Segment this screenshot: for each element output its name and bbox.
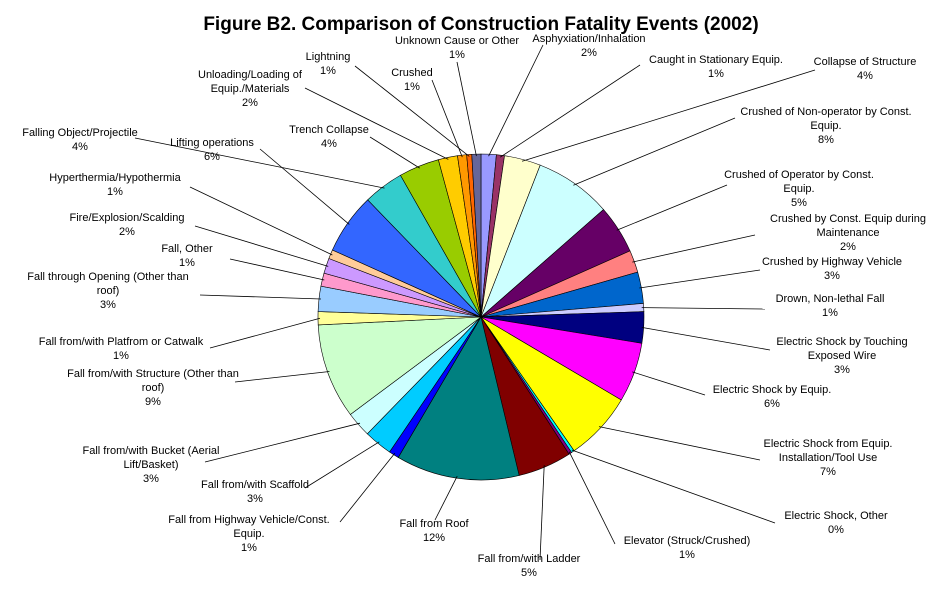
leader-line-fall-from-with-platfrom-or-catwalk: [209, 317, 321, 349]
slice-label-electric-shock-from-equip-installation-tool-use: Electric Shock from Equip. Installation/T…: [764, 438, 893, 478]
slice-label-lightning: Lightning 1%: [306, 51, 351, 77]
slice-label-fall-from-roof: Fall from Roof 12%: [399, 518, 469, 544]
slice-fall-from-roof: [397, 316, 520, 481]
slice-label-fall-from-with-ladder: Fall from/with Ladder 5%: [478, 553, 581, 579]
leader-line-fall-from-highway-vehicle-const-equip: [339, 452, 396, 523]
leader-line-fire-explosion-scalding: [194, 225, 329, 267]
slice-labels: Asphyxiation/Inhalation 2%Caught in Stati…: [22, 33, 926, 579]
slice-label-crushed: Crushed 1%: [391, 67, 433, 93]
slice-label-fall-from-with-scaffold: Fall from/with Scaffold 3%: [201, 479, 309, 505]
leader-line-electric-shock-by-equip: [632, 371, 706, 396]
slice-label-electric-shock-other: Electric Shock, Other 0%: [784, 510, 888, 536]
slice-label-crushed-by-highway-vehicle: Crushed by Highway Vehicle 3%: [762, 256, 902, 282]
pie-slices: [317, 153, 645, 481]
leader-line-caught-in-stationary-equip: [499, 64, 641, 158]
slice-label-fall-other: Fall, Other 1%: [161, 243, 213, 269]
slice-label-crushed-of-operator-by-const-equip: Crushed of Operator by Const. Equip. 5%: [724, 169, 874, 209]
leader-line-fall-from-with-structure-other-than-roof: [234, 371, 330, 383]
slice-label-trench-collapse: Trench Collapse 4%: [289, 124, 369, 150]
leader-line-crushed-by-const-equip-during-maintenance: [632, 234, 756, 263]
leader-line-fall-from-with-bucket-aerial-lift-basket: [204, 422, 361, 463]
chart-title: Figure B2. Comparison of Construction Fa…: [203, 14, 758, 35]
slice-label-fall-from-with-structure-other-than-roof: Fall from/with Structure (Other than roof…: [67, 368, 239, 408]
leader-line-crushed-by-highway-vehicle: [639, 269, 761, 289]
slice-label-fall-from-with-bucket-aerial-lift-basket: Fall from/with Bucket (Aerial Lift/Basket…: [83, 445, 220, 485]
slice-label-caught-in-stationary-equip: Caught in Stationary Equip. 1%: [649, 54, 783, 80]
leader-line-crushed-of-non-operator-by-const-equip: [573, 117, 736, 186]
slice-label-lifting-operations: Lifting operations 6%: [170, 137, 254, 163]
slice-label-fire-explosion-scalding: Fire/Explosion/Scalding 2%: [70, 212, 185, 238]
slice-label-asphyxiation-inhalation: Asphyxiation/Inhalation 2%: [532, 33, 645, 59]
slice-label-crushed-of-non-operator-by-const-equip: Crushed of Non-operator by Const. Equip. 8…: [740, 106, 911, 146]
leader-line-crushed: [431, 79, 463, 158]
slice-label-unknown-cause-or-other: Unknown Cause or Other 1%: [395, 35, 519, 61]
slice-label-hyperthermia-hypothermia: Hyperthermia/Hypothermia 1%: [49, 172, 181, 198]
leader-line-electric-shock-by-touching-exposed-wire: [641, 327, 771, 351]
slice-label-elevator-struck-crushed: Elevator (Struck/Crushed) 1%: [624, 535, 751, 561]
leader-line-lightning: [354, 65, 470, 157]
leader-line-falling-object-projectile: [134, 137, 385, 189]
leader-line-fall-from-with-scaffold: [304, 441, 380, 489]
leader-line-lifting-operations: [259, 148, 350, 225]
leader-line-crushed-of-operator-by-const-equip: [616, 184, 728, 231]
leader-line-fall-from-roof: [434, 476, 458, 521]
leader-line-electric-shock-other: [571, 449, 776, 524]
leader-line-unloading-loading-of-equip-materials: [304, 87, 449, 160]
slice-label-falling-object-projectile: Falling Object/Projectile 4%: [22, 127, 138, 153]
slice-label-drown-non-lethal-fall: Drown, Non-lethal Fall 1%: [776, 293, 885, 319]
slice-label-electric-shock-by-equip: Electric Shock by Equip. 6%: [713, 384, 832, 410]
leader-line-fall-other: [229, 258, 325, 281]
leader-line-elevator-struck-crushed: [568, 451, 616, 545]
leader-line-fall-from-with-ladder: [539, 465, 545, 561]
leader-line-collapse-of-structure: [521, 69, 816, 162]
leader-line-unknown-cause-or-other: [456, 61, 477, 157]
leader-line-fall-through-opening-other-than-roof: [199, 294, 322, 300]
slice-label-crushed-by-const-equip-during-maintenance: Crushed by Const. Equip during Maintenanc…: [770, 213, 926, 253]
leader-line-hyperthermia-hypothermia: [189, 186, 333, 256]
slice-fall-from-with-structure-other-than-roof: [317, 316, 482, 415]
slice-label-fall-through-opening-other-than-roof: Fall through Opening (Other than roof) 3%: [27, 271, 188, 311]
leader-line-asphyxiation-inhalation: [488, 44, 544, 157]
slice-label-fall-from-highway-vehicle-const-equip: Fall from Highway Vehicle/Const. Equip. 1%: [168, 514, 329, 554]
leader-line-drown-non-lethal-fall: [641, 307, 766, 310]
leader-line-electric-shock-from-equip-installation-tool-use: [598, 426, 761, 461]
leader-lines: [134, 44, 816, 561]
slice-label-fall-from-with-platfrom-or-catwalk: Fall from/with Platfrom or Catwalk 1%: [39, 336, 204, 362]
slice-label-electric-shock-by-touching-exposed-wire: Electric Shock by Touching Exposed Wire 3%: [776, 336, 907, 376]
slice-label-unloading-loading-of-equip-materials: Unloading/Loading of Equip./Materials 2%: [198, 69, 303, 109]
slice-label-collapse-of-structure: Collapse of Structure 4%: [814, 56, 917, 82]
leader-line-trench-collapse: [369, 136, 420, 169]
